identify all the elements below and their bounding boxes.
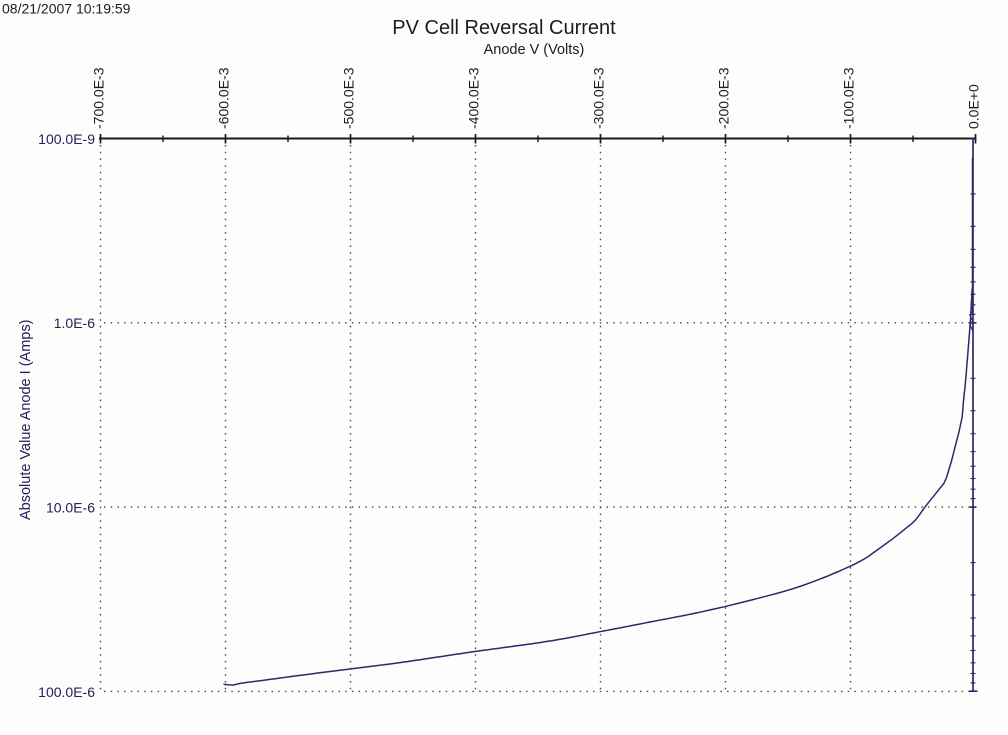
svg-text:10.0E-6: 10.0E-6 — [46, 500, 95, 516]
svg-text:-400.0E-3: -400.0E-3 — [466, 67, 482, 129]
svg-text:PV Cell Reversal Current: PV Cell Reversal Current — [392, 17, 616, 39]
svg-text:100.0E-6: 100.0E-6 — [38, 684, 95, 700]
svg-text:-100.0E-3: -100.0E-3 — [841, 67, 857, 129]
svg-text:-700.0E-3: -700.0E-3 — [91, 67, 107, 129]
svg-text:Anode V (Volts): Anode V (Volts) — [484, 42, 585, 58]
svg-text:Absolute Value Anode I (Amps): Absolute Value Anode I (Amps) — [18, 320, 34, 520]
svg-text:100.0E-9: 100.0E-9 — [38, 131, 95, 147]
svg-text:-300.0E-3: -300.0E-3 — [591, 67, 607, 129]
svg-text:1.0E-6: 1.0E-6 — [54, 315, 95, 331]
svg-text:-200.0E-3: -200.0E-3 — [716, 67, 732, 129]
svg-text:0.0E+0: 0.0E+0 — [966, 84, 982, 129]
svg-text:08/21/2007 10:19:59: 08/21/2007 10:19:59 — [2, 1, 131, 17]
svg-text:-500.0E-3: -500.0E-3 — [341, 67, 357, 129]
svg-text:-600.0E-3: -600.0E-3 — [216, 67, 232, 129]
